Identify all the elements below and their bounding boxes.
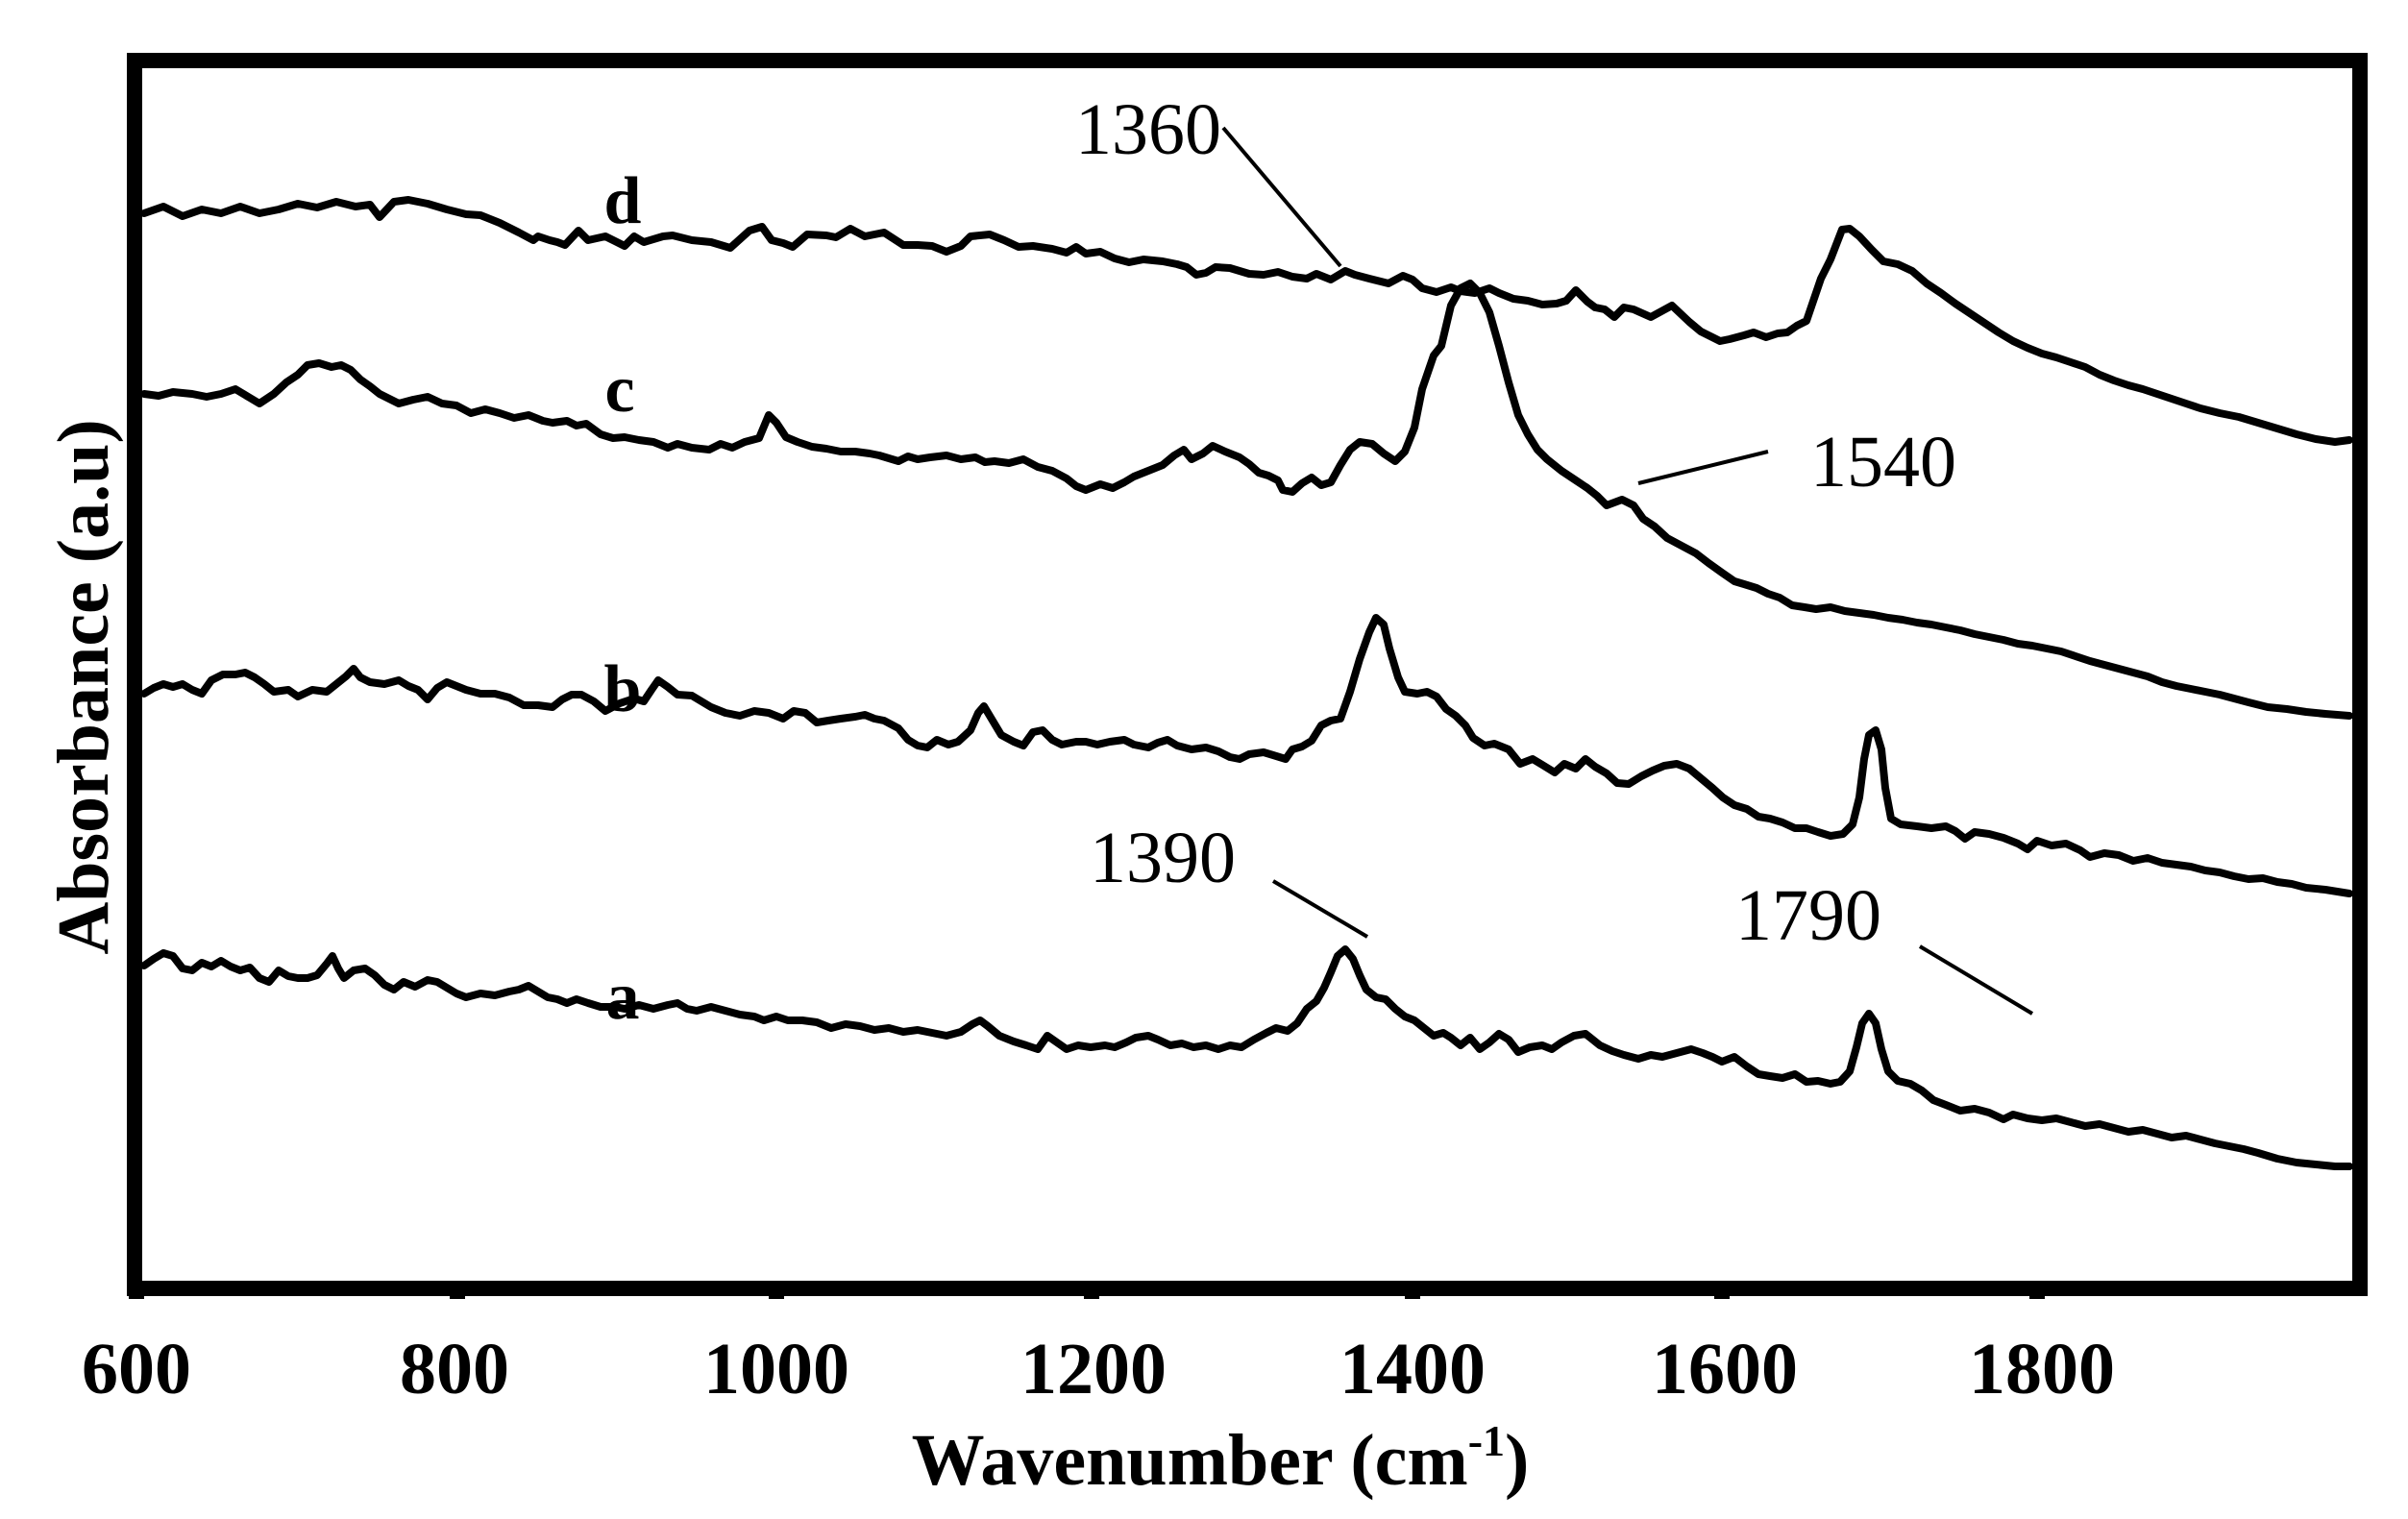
annotation-1790: 1790 xyxy=(1735,875,1881,956)
x-axis-label-close: ) xyxy=(1505,1420,1529,1501)
x-tick-label: 1400 xyxy=(1339,1329,1486,1409)
x-axis-label-superscript: -1 xyxy=(1468,1416,1505,1465)
curve-label-d: d xyxy=(604,164,642,238)
x-tick-label: 1600 xyxy=(1652,1329,1798,1409)
x-tick-label: 1800 xyxy=(1969,1329,2115,1409)
plot-frame xyxy=(127,53,2368,1296)
curve-label-c: c xyxy=(604,353,634,427)
curve-label-b: b xyxy=(604,652,642,726)
curve-label-a: a xyxy=(606,960,640,1034)
x-tick-label: 1200 xyxy=(1020,1329,1167,1409)
leader-line-1390 xyxy=(1271,879,1369,939)
annotation-1540: 1540 xyxy=(1810,422,1956,502)
annotation-1360: 1360 xyxy=(1075,89,1221,170)
annotation-1390: 1390 xyxy=(1090,818,1236,898)
x-tick-label: 1000 xyxy=(703,1329,849,1409)
trace-b xyxy=(140,614,2353,897)
trace-a xyxy=(140,945,2353,1170)
x-tick-label: 800 xyxy=(400,1329,509,1409)
y-axis-label: Absorbance (a.u) xyxy=(43,419,124,954)
leader-line-1360 xyxy=(1221,126,1342,268)
x-axis-label-main: Wavenumber (cm xyxy=(912,1420,1468,1501)
x-tick-label: 600 xyxy=(82,1329,191,1409)
leader-line-1540 xyxy=(1637,450,1769,485)
leader-line-1790 xyxy=(1918,944,2034,1016)
x-axis-ticks xyxy=(129,1288,2045,1299)
x-axis-tick-labels: 600 800 1000 1200 1400 1600 1800 xyxy=(82,1329,2115,1409)
x-axis-label: Wavenumber (cm-1) xyxy=(912,1416,1530,1501)
trace-d xyxy=(140,196,2353,446)
trace-c xyxy=(140,280,2353,720)
